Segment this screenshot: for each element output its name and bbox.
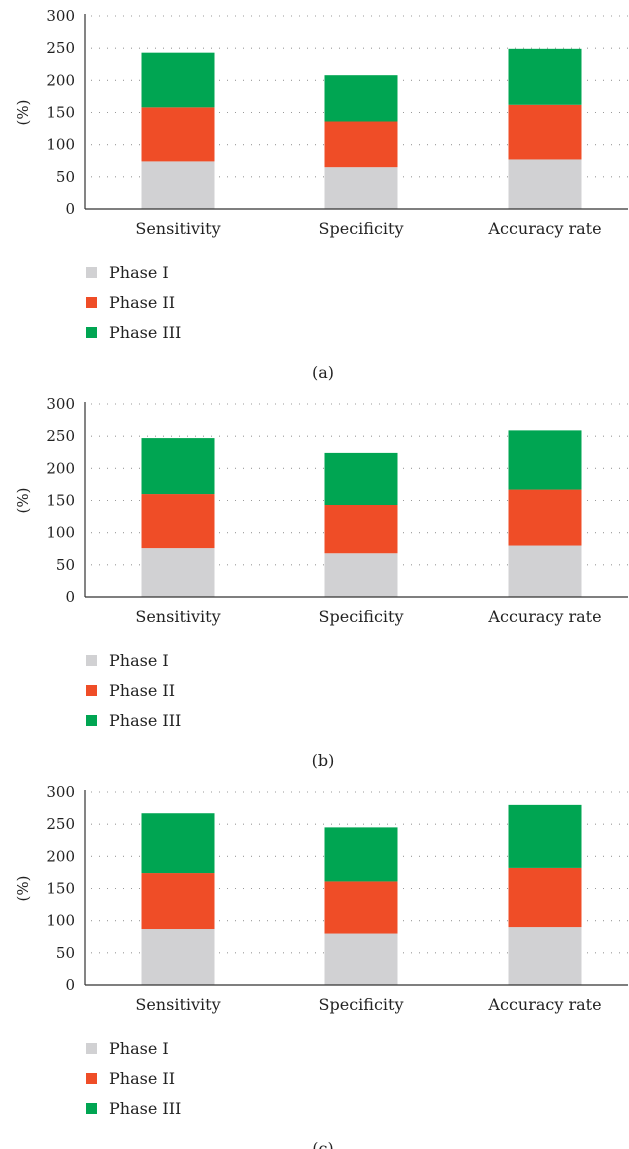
chart-panel-0: 0 50 100 150 200 250 300 (%) Sensitivity Specific… [14,7,628,382]
legend-label: Phase II [109,293,175,312]
y-tick-label: 50 [56,168,75,186]
bar-phase-iii-specificity [324,75,398,122]
bar-phase-iii-specificity [324,827,398,882]
chart-panel-2: 0 50 100 150 200 250 300 (%) Sensitivity Specific… [14,783,628,1149]
bar-phase-ii-accuracy-rate [508,104,582,160]
bar-phase-ii-accuracy-rate [508,489,582,546]
x-category-label: Sensitivity [135,219,220,238]
chart-panel-1: 0 50 100 150 200 250 300 (%) Sensitivity Specific… [14,395,628,770]
x-category-label: Sensitivity [135,607,220,626]
legend-swatch [86,1103,97,1114]
bar-phase-i-sensitivity [141,929,215,985]
legend-swatch [86,1073,97,1084]
panel-label: (a) [312,363,334,382]
x-category-label: Sensitivity [135,995,220,1014]
legend-label: Phase III [109,1099,181,1118]
y-tick-label: 250 [46,39,75,57]
y-tick-label: 150 [46,104,75,122]
bar-phase-ii-sensitivity [141,873,215,930]
x-category-label: Accuracy rate [487,219,601,238]
bar-phase-iii-sensitivity [141,438,215,495]
legend-label: Phase I [109,263,169,282]
bar-phase-i-specificity [324,167,398,209]
y-tick-label: 200 [46,847,75,865]
x-category-label: Accuracy rate [487,607,601,626]
bar-phase-ii-specificity [324,881,398,934]
y-tick-label: 150 [46,880,75,898]
x-category-label: Specificity [319,607,404,626]
y-tick-label: 200 [46,71,75,89]
bar-phase-ii-accuracy-rate [508,867,582,928]
bar-phase-iii-sensitivity [141,52,215,108]
legend-label: Phase III [109,711,181,730]
bar-phase-iii-accuracy-rate [508,804,582,868]
y-tick-label: 100 [46,136,75,154]
legend-label: Phase III [109,323,181,342]
legend-label: Phase II [109,681,175,700]
bar-phase-iii-sensitivity [141,813,215,874]
bar-phase-iii-accuracy-rate [508,48,582,105]
y-tick-label: 0 [65,976,75,994]
bar-phase-i-accuracy-rate [508,545,582,597]
y-tick-label: 300 [46,7,75,25]
y-tick-label: 250 [46,427,75,445]
bar-phase-i-accuracy-rate [508,159,582,209]
y-tick-label: 150 [46,492,75,510]
x-category-label: Specificity [319,219,404,238]
legend-swatch [86,655,97,666]
x-category-label: Specificity [319,995,404,1014]
legend-label: Phase I [109,1039,169,1058]
panel-label: (b) [312,751,335,770]
bar-phase-i-specificity [324,553,398,597]
legend-swatch [86,267,97,278]
y-tick-label: 300 [46,783,75,801]
legend-swatch [86,1043,97,1054]
y-tick-label: 250 [46,815,75,833]
y-tick-label: 100 [46,524,75,542]
legend-label: Phase I [109,651,169,670]
bar-phase-iii-accuracy-rate [508,430,582,490]
legend-swatch [86,715,97,726]
bar-phase-i-sensitivity [141,161,215,209]
panel-label: (c) [312,1139,333,1149]
legend-swatch [86,685,97,696]
legend-label: Phase II [109,1069,175,1088]
bar-phase-ii-sensitivity [141,494,215,549]
legend-swatch [86,327,97,338]
bar-phase-ii-specificity [324,121,398,168]
y-axis-label: (%) [14,488,32,514]
bar-phase-i-accuracy-rate [508,927,582,985]
y-tick-label: 200 [46,459,75,477]
x-category-label: Accuracy rate [487,995,601,1014]
y-tick-label: 0 [65,588,75,606]
y-tick-label: 100 [46,912,75,930]
bar-phase-ii-sensitivity [141,107,215,162]
y-tick-label: 300 [46,395,75,413]
y-axis-label: (%) [14,876,32,902]
bar-phase-i-specificity [324,933,398,985]
y-tick-label: 50 [56,944,75,962]
bar-phase-ii-specificity [324,505,398,554]
y-axis-label: (%) [14,100,32,126]
y-tick-label: 50 [56,556,75,574]
legend-swatch [86,297,97,308]
bar-phase-iii-specificity [324,452,398,506]
y-tick-label: 0 [65,200,75,218]
bar-phase-i-sensitivity [141,548,215,597]
